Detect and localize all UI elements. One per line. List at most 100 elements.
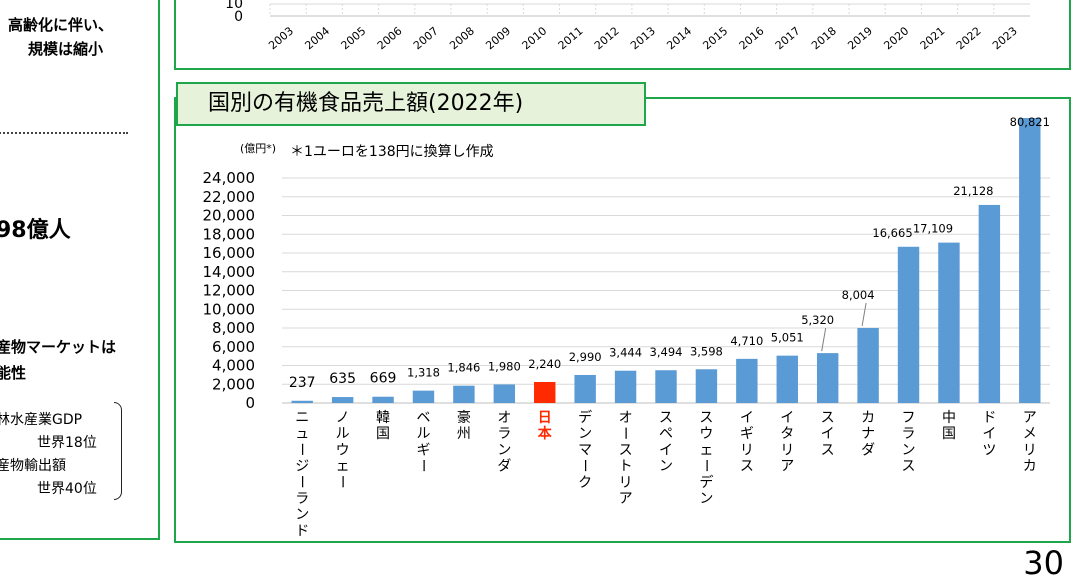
value-label: 669: [370, 371, 397, 387]
category-label: オ: [619, 410, 633, 426]
value-label: 2,990: [569, 350, 602, 364]
stat-rank-gdp: 世界18位: [37, 435, 97, 451]
category-label: 州: [457, 426, 471, 442]
category-label: マ: [578, 442, 592, 458]
category-label: ン: [497, 442, 511, 458]
top-year-label: 2013: [628, 24, 658, 52]
category-label: カ: [861, 410, 875, 426]
category-label: ン: [699, 491, 713, 507]
category-label: 豪: [457, 410, 471, 426]
category-label: ン: [659, 459, 673, 475]
category-label: ー: [617, 426, 633, 440]
category-label: イ: [659, 442, 673, 458]
y-tick-label: 24,000: [203, 169, 256, 187]
category-label: ノ: [336, 410, 350, 426]
value-label: 4,710: [730, 334, 763, 348]
category-label: 中: [942, 410, 956, 426]
value-label: 1,846: [447, 361, 480, 375]
value-label: 21,128: [953, 184, 993, 198]
y-tick-label: 18,000: [203, 225, 256, 243]
category-label: ト: [619, 459, 633, 475]
category-label: ラ: [902, 426, 916, 442]
category-label: デ: [578, 409, 592, 426]
value-label: 5,051: [771, 331, 804, 345]
summary-line-3: 産物マーケットは: [0, 338, 117, 356]
category-label: ド: [982, 410, 996, 426]
value-label: 8,004: [842, 288, 875, 302]
y-tick-label: 12,000: [203, 282, 256, 300]
category-label: ル: [416, 426, 430, 442]
bar: [857, 327, 879, 403]
population-figure: 98億人: [0, 218, 71, 243]
bar: [736, 358, 758, 403]
category-label: ニ: [295, 410, 309, 426]
category-label: デ: [699, 474, 713, 491]
value-label: 16,665: [872, 226, 912, 240]
top-year-label: 2015: [701, 24, 731, 52]
value-label: 237: [289, 375, 316, 391]
value-label: 5,320: [801, 313, 834, 327]
top-y-tick-label: 10: [225, 0, 243, 12]
value-label: 3,598: [690, 344, 723, 358]
category-label: ラ: [295, 491, 309, 507]
category-label: リ: [1023, 442, 1037, 458]
category-label: メ: [1023, 426, 1037, 442]
page-number: 30: [1023, 544, 1064, 582]
category-label: ー: [293, 442, 309, 456]
y-tick-label: 2,000: [212, 375, 255, 393]
top-year-label: 2009: [483, 24, 513, 52]
category-label: ュ: [295, 426, 309, 442]
y-tick-label: 8,000: [212, 319, 255, 337]
category-label: 本: [538, 425, 553, 442]
value-label: 1,980: [488, 359, 521, 373]
y-tick-label: 16,000: [203, 244, 256, 262]
category-label: ン: [578, 426, 592, 442]
bar: [776, 355, 798, 403]
bar: [1019, 118, 1041, 403]
value-leader-line: [861, 302, 867, 327]
top-chart-panel: [174, 0, 1071, 70]
top-year-label: 2014: [664, 24, 694, 52]
category-label: ス: [902, 459, 916, 475]
top-year-label: 2012: [592, 24, 622, 52]
bar: [331, 397, 354, 403]
top-year-label: 2010: [520, 24, 550, 52]
value-label: 17,109: [913, 222, 953, 236]
chart-note: ＊1ユーロを138円に換算し作成: [290, 144, 494, 160]
bar: [493, 384, 516, 403]
category-label: 日: [538, 410, 552, 426]
summary-line-1: 高齢化に伴い、: [8, 16, 114, 34]
bar: [655, 370, 677, 403]
category-label: ク: [578, 475, 592, 491]
category-label: 韓: [376, 410, 390, 426]
top-year-label: 2018: [809, 24, 839, 52]
category-label: ペ: [659, 426, 673, 442]
y-tick-label: 20,000: [203, 207, 256, 225]
category-label: ェ: [699, 442, 713, 458]
category-label: ダ: [861, 442, 875, 458]
bar: [695, 369, 718, 403]
summary-line-2: 規模は縮小: [28, 40, 104, 58]
category-label: ン: [295, 507, 309, 523]
top-year-label: 2020: [881, 24, 911, 52]
y-tick-label: 0: [245, 394, 255, 412]
value-label: 3,444: [609, 346, 642, 360]
dotted-divider: [0, 132, 128, 134]
top-year-label: 2019: [845, 24, 875, 52]
top-year-label: 2008: [447, 24, 477, 52]
category-label: ス: [619, 442, 633, 458]
bar: [614, 370, 637, 403]
value-label: 2,240: [528, 357, 561, 371]
category-label: ー: [697, 459, 713, 473]
category-label: オ: [497, 410, 511, 426]
chart-title: 国別の有機食品売上額(2022年): [176, 82, 646, 126]
y-tick-label: 6,000: [212, 338, 255, 356]
value-label: 635: [329, 371, 356, 387]
category-label: ベ: [416, 410, 430, 426]
bar: [372, 396, 394, 403]
category-label: ス: [659, 410, 673, 426]
value-label: 3,494: [650, 345, 683, 359]
bar: [897, 246, 920, 403]
top-year-label: 2017: [773, 24, 803, 52]
main-chart-panel: [174, 97, 1071, 543]
